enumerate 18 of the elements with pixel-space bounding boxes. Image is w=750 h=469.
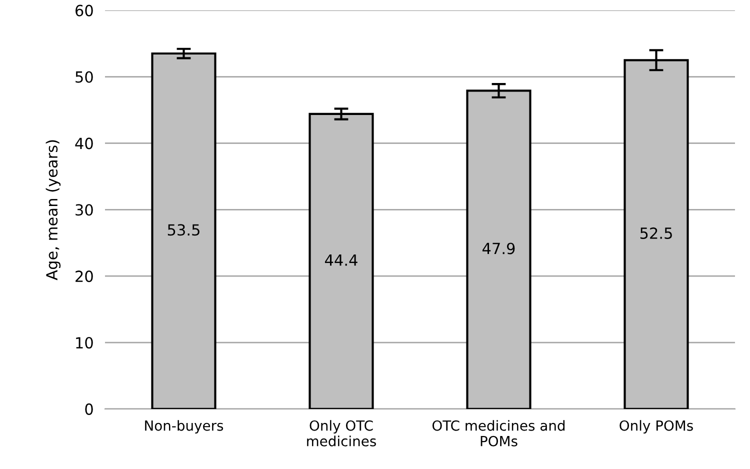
y-tick-label: 20	[76, 270, 93, 282]
y-tick-label: 30	[76, 204, 93, 216]
y-axis-title: Age, mean (years)	[46, 140, 61, 280]
y-tick-label: 10	[76, 336, 93, 349]
x-tick-label: Non-buyers	[145, 420, 224, 434]
y-tick-label: 60	[76, 4, 93, 16]
data-label: 47.9	[482, 242, 515, 254]
y-tick-label: 0	[85, 403, 93, 415]
bar	[308, 112, 374, 409]
x-tick-label: Only POMs	[620, 420, 693, 434]
y-tick-label: 50	[76, 71, 93, 83]
bar	[151, 52, 216, 409]
x-tick-label: OTC medicines and POMs	[432, 420, 565, 446]
y-tick-label: 40	[75, 138, 93, 150]
x-tick-label: Only OTC medicines	[307, 420, 376, 446]
data-label: 44.4	[324, 254, 358, 266]
data-label: 53.5	[168, 224, 200, 236]
data-label: 52.5	[640, 227, 672, 239]
